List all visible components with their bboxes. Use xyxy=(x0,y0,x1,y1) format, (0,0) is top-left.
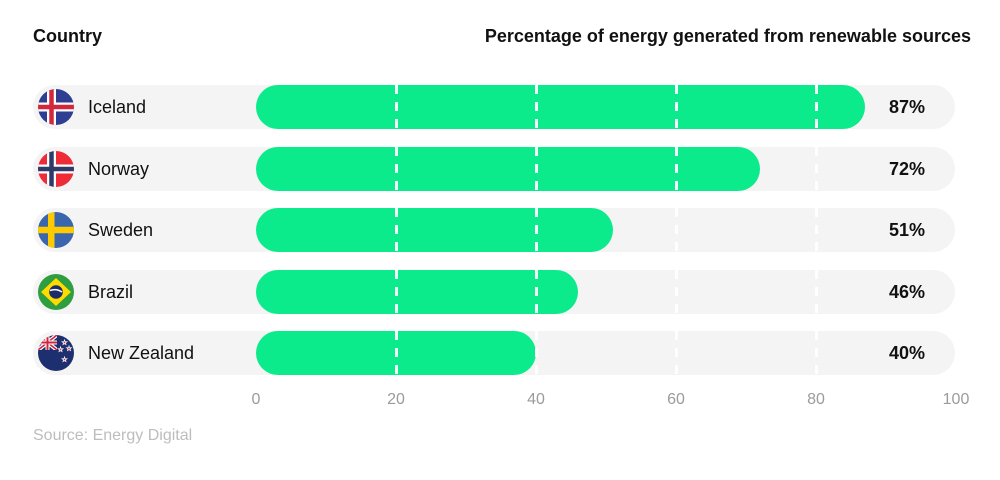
bar-brazil xyxy=(256,269,578,314)
gridline-40 xyxy=(535,146,538,191)
value-label: 72% xyxy=(888,158,925,179)
country-label: New Zealand xyxy=(88,343,195,363)
gridline-40 xyxy=(535,208,538,252)
brazil-flag-icon xyxy=(38,273,74,310)
country-label: Brazil xyxy=(88,281,134,302)
gridline-80 xyxy=(815,331,818,375)
gridline-40 xyxy=(535,331,538,375)
chart-title: Percentage of energy generated from rene… xyxy=(484,26,971,46)
gridline-60 xyxy=(675,331,678,375)
gridline-80 xyxy=(815,269,818,314)
norway-flag-icon xyxy=(38,150,74,187)
value-label: 87% xyxy=(888,97,925,117)
x-axis-tick: 60 xyxy=(667,391,685,408)
gridline-20 xyxy=(395,146,398,191)
x-axis-tick: 20 xyxy=(387,391,405,408)
gridline-60 xyxy=(675,146,678,191)
gridline-40 xyxy=(535,269,538,314)
table-row-sweden: Sweden 51% xyxy=(33,208,955,252)
country-label: Iceland xyxy=(88,97,147,117)
country-column-header: Country xyxy=(33,26,102,46)
x-axis-tick: 0 xyxy=(251,391,261,408)
new-zealand-flag-icon xyxy=(38,335,74,371)
gridline-20 xyxy=(395,331,398,375)
x-axis-tick: 80 xyxy=(807,391,825,408)
gridline-20 xyxy=(395,208,398,252)
x-axis-tick: 100 xyxy=(942,391,970,408)
bar-sweden xyxy=(256,208,613,252)
gridline-20 xyxy=(395,85,398,129)
x-axis-tick: 40 xyxy=(527,391,545,408)
value-label: 51% xyxy=(888,220,925,240)
bar-norway xyxy=(256,146,760,191)
gridline-40 xyxy=(535,85,538,129)
gridline-60 xyxy=(675,269,678,314)
table-row-new-zealand: New Zealand 40% xyxy=(33,331,955,375)
table-row-iceland: Iceland 87% xyxy=(33,85,955,129)
country-label: Sweden xyxy=(88,220,154,240)
bar-iceland xyxy=(256,85,865,129)
gridline-80 xyxy=(815,208,818,252)
gridline-80 xyxy=(815,146,818,191)
source-attribution: Source: Energy Digital xyxy=(33,427,193,444)
chart-rows: Iceland 87% xyxy=(0,85,1000,393)
value-label: 40% xyxy=(888,343,925,363)
table-row-brazil: Brazil 46% xyxy=(33,269,955,314)
gridline-20 xyxy=(395,269,398,314)
x-axis: 0 20 40 60 80 100 xyxy=(33,391,970,411)
gridline-60 xyxy=(675,85,678,129)
value-label: 46% xyxy=(888,281,925,302)
sweden-flag-icon xyxy=(38,212,74,248)
country-label: Norway xyxy=(88,158,150,179)
iceland-flag-icon xyxy=(38,89,74,125)
gridline-80 xyxy=(815,85,818,129)
gridline-60 xyxy=(675,208,678,252)
table-row-norway: Norway 72% xyxy=(33,146,955,191)
